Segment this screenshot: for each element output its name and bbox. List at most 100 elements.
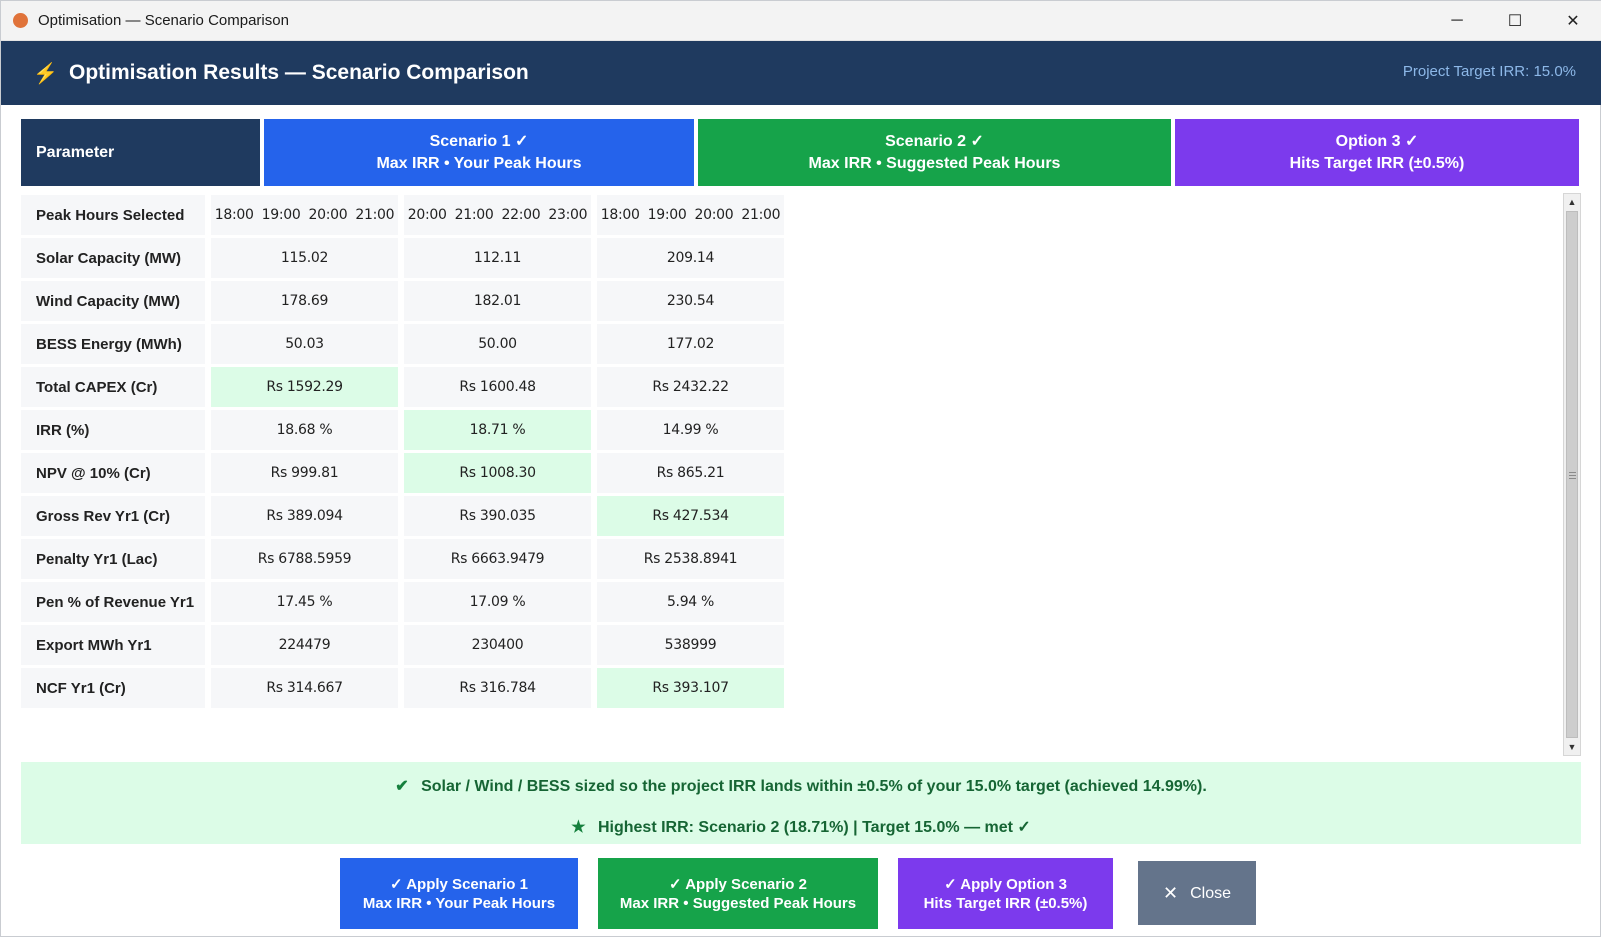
banner-target-text: Solar / Wind / BESS sized so the project… [421, 778, 1207, 795]
apply-scenario1-sublabel: Max IRR • Your Peak Hours [362, 894, 556, 912]
scenario1-value: 50.03 [211, 324, 398, 364]
table-row: BESS Energy (MWh) 50.03 50.00 177.02 [21, 324, 784, 364]
table-row: NPV @ 10% (Cr) Rs 999.81 Rs 1008.30 Rs 865.… [21, 453, 784, 493]
scenario2-value: Rs 6663.9479 [404, 539, 591, 579]
row-label: Penalty Yr1 (Lac) [21, 539, 205, 579]
table-row: Wind Capacity (MW) 178.69 182.01 230.54 [21, 281, 784, 321]
title-bar: Optimisation — Scenario Comparison ─ ☐ ✕ [1, 1, 1601, 41]
window-close-button[interactable]: ✕ [1566, 13, 1580, 30]
option3-value: 14.99 % [597, 410, 784, 450]
peak-hour: 19:00 [647, 207, 687, 223]
scrollbar-grip [1569, 478, 1576, 479]
scenario2-value: Rs 1600.48 [404, 367, 591, 407]
scenario2-value: 17.09 % [404, 582, 591, 622]
scenario1-value: 224479 [211, 625, 398, 665]
option3-value: 209.14 [597, 238, 784, 278]
peak-hour: 23:00 [548, 207, 588, 223]
vertical-scrollbar[interactable]: ▲ ▼ [1563, 193, 1581, 756]
row-label: Gross Rev Yr1 (Cr) [21, 496, 205, 536]
dialog-header: ⚡ Optimisation Results — Scenario Compar… [1, 41, 1601, 105]
row-label: NPV @ 10% (Cr) [21, 453, 205, 493]
option3-value: 230.54 [597, 281, 784, 321]
peak-hour: 21:00 [741, 207, 781, 223]
table-row-peak-hours: Peak Hours Selected 18:00 19:00 20:00 21… [21, 195, 784, 235]
app-icon [13, 13, 28, 28]
banner-highest-text: Highest IRR: Scenario 2 (18.71%) | Targe… [597, 819, 1031, 836]
row-label: Pen % of Revenue Yr1 [21, 582, 205, 622]
scenario2-column-header: Scenario 2 ✓ Max IRR • Suggested Peak Ho… [698, 119, 1171, 186]
table-row: Pen % of Revenue Yr1 17.45 % 17.09 % 5.94 % [21, 582, 784, 622]
scenario1-header-title: Scenario 1 ✓ [429, 132, 529, 150]
scrollbar-grip [1569, 472, 1576, 473]
row-label: IRR (%) [21, 410, 205, 450]
row-label: BESS Energy (MWh) [21, 324, 205, 364]
apply-scenario1-label: ✓ Apply Scenario 1 [390, 875, 528, 893]
apply-scenario2-button[interactable]: ✓ Apply Scenario 2 Max IRR • Suggested P… [598, 858, 878, 929]
scenario1-value: Rs 6788.5959 [211, 539, 398, 579]
scenario1-value: Rs 999.81 [211, 453, 398, 493]
apply-scenario2-label: ✓ Apply Scenario 2 [669, 875, 807, 893]
scroll-down-arrow-icon[interactable]: ▼ [1567, 742, 1577, 752]
peak-hour: 20:00 [407, 207, 447, 223]
option3-value: Rs 2538.8941 [597, 539, 784, 579]
row-label: Wind Capacity (MW) [21, 281, 205, 321]
row-label: Total CAPEX (Cr) [21, 367, 205, 407]
option3-header-subtitle: Hits Target IRR (±0.5%) [1289, 154, 1465, 172]
apply-option3-button[interactable]: ✓ Apply Option 3 Hits Target IRR (±0.5%) [898, 858, 1113, 929]
option3-value: Rs 2432.22 [597, 367, 784, 407]
maximize-button[interactable]: ☐ [1507, 13, 1523, 30]
scenario2-value: 18.71 % [404, 410, 591, 450]
scenario2-value: Rs 390.035 [404, 496, 591, 536]
row-label: Peak Hours Selected [21, 195, 205, 235]
close-icon: ✕ [1163, 882, 1179, 903]
peak-hour: 20:00 [308, 207, 348, 223]
check-icon: ✔ [395, 778, 409, 795]
close-button[interactable]: ✕ Close [1138, 861, 1256, 925]
window-title: Optimisation — Scenario Comparison [38, 12, 289, 29]
apply-option3-sublabel: Hits Target IRR (±0.5%) [923, 894, 1088, 912]
apply-option3-label: ✓ Apply Option 3 [944, 875, 1067, 893]
banner-highest-message: ★ Highest IRR: Scenario 2 (18.71%) | Tar… [21, 817, 1581, 837]
option3-value: 5.94 % [597, 582, 784, 622]
row-label: Export MWh Yr1 [21, 625, 205, 665]
scenario1-column-header: Scenario 1 ✓ Max IRR • Your Peak Hours [264, 119, 694, 186]
peak-hour: 21:00 [355, 207, 395, 223]
option3-value: 538999 [597, 625, 784, 665]
scenario2-value: 230400 [404, 625, 591, 665]
peak-hour: 20:00 [694, 207, 734, 223]
scenario2-value: Rs 316.784 [404, 668, 591, 708]
scroll-up-arrow-icon[interactable]: ▲ [1567, 197, 1577, 207]
comparison-table: Peak Hours Selected 18:00 19:00 20:00 21… [21, 195, 1561, 755]
window-controls: ─ ☐ ✕ [1428, 1, 1601, 41]
peak-hour: 21:00 [454, 207, 494, 223]
scenario1-value: Rs 389.094 [211, 496, 398, 536]
star-icon: ★ [571, 819, 586, 836]
apply-scenario2-sublabel: Max IRR • Suggested Peak Hours [619, 894, 857, 912]
scenario2-header-subtitle: Max IRR • Suggested Peak Hours [808, 154, 1061, 172]
apply-scenario1-button[interactable]: ✓ Apply Scenario 1 Max IRR • Your Peak H… [340, 858, 578, 929]
dialog-title: Optimisation Results — Scenario Comparis… [69, 61, 529, 84]
scenario1-header-subtitle: Max IRR • Your Peak Hours [376, 154, 582, 172]
scenario1-value: Rs 314.667 [211, 668, 398, 708]
table-row: Gross Rev Yr1 (Cr) Rs 389.094 Rs 390.035 Rs… [21, 496, 784, 536]
lightning-icon: ⚡ [33, 62, 58, 85]
scenario2-header-title: Scenario 2 ✓ [885, 132, 984, 150]
minimize-button[interactable]: ─ [1451, 12, 1463, 29]
table-row: Export MWh Yr1 224479 230400 538999 [21, 625, 784, 665]
result-banner: ✔ Solar / Wind / BESS sized so the proje… [21, 762, 1581, 844]
scenario1-value: Rs 1592.29 [211, 367, 398, 407]
target-irr-label: Project Target IRR: 15.0% [1402, 63, 1576, 80]
option3-value: Rs 865.21 [597, 453, 784, 493]
option3-value: Rs 393.107 [597, 668, 784, 708]
table-row: Solar Capacity (MW) 115.02 112.11 209.14 [21, 238, 784, 278]
peak-hours-scenario2: 20:00 21:00 22:00 23:00 [404, 195, 591, 235]
peak-hour: 18:00 [600, 207, 640, 223]
peak-hour: 22:00 [501, 207, 541, 223]
banner-target-message: ✔ Solar / Wind / BESS sized so the proje… [21, 776, 1581, 796]
scenario1-value: 178.69 [211, 281, 398, 321]
scrollbar-thumb[interactable] [1566, 211, 1578, 738]
scenario1-value: 115.02 [211, 238, 398, 278]
row-label: NCF Yr1 (Cr) [21, 668, 205, 708]
table-row: Penalty Yr1 (Lac) Rs 6788.5959 Rs 6663.947… [21, 539, 784, 579]
